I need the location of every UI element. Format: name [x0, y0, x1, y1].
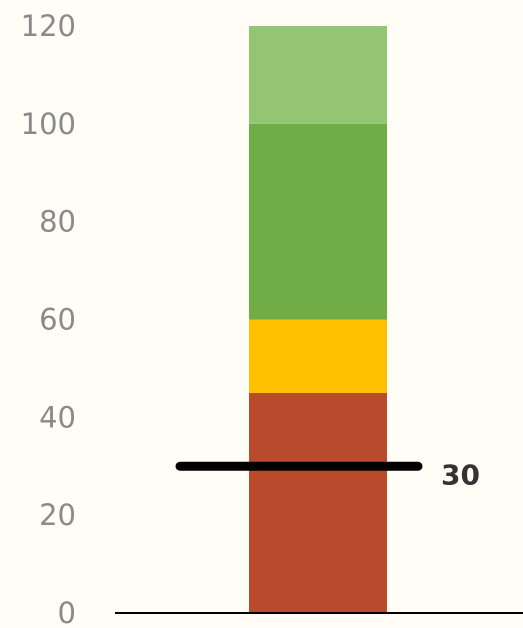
- bullet-band: [249, 392, 387, 613]
- y-tick-label: 0: [58, 596, 76, 628]
- y-axis: 0 20 40 60 80 100 120: [21, 9, 76, 628]
- marker-value-label: 30: [441, 458, 480, 491]
- y-tick-label: 120: [21, 9, 76, 43]
- bullet-band: [249, 319, 387, 393]
- bullet-band: [249, 26, 387, 124]
- y-tick-label: 80: [39, 205, 76, 239]
- y-tick-label: 20: [39, 498, 76, 532]
- y-tick-label: 100: [21, 107, 76, 141]
- marker-group: 30: [175, 458, 480, 491]
- y-tick-label: 40: [39, 400, 76, 434]
- bullet-band: [249, 123, 387, 320]
- bullet-bands: [249, 26, 387, 613]
- y-tick-label: 60: [39, 303, 76, 337]
